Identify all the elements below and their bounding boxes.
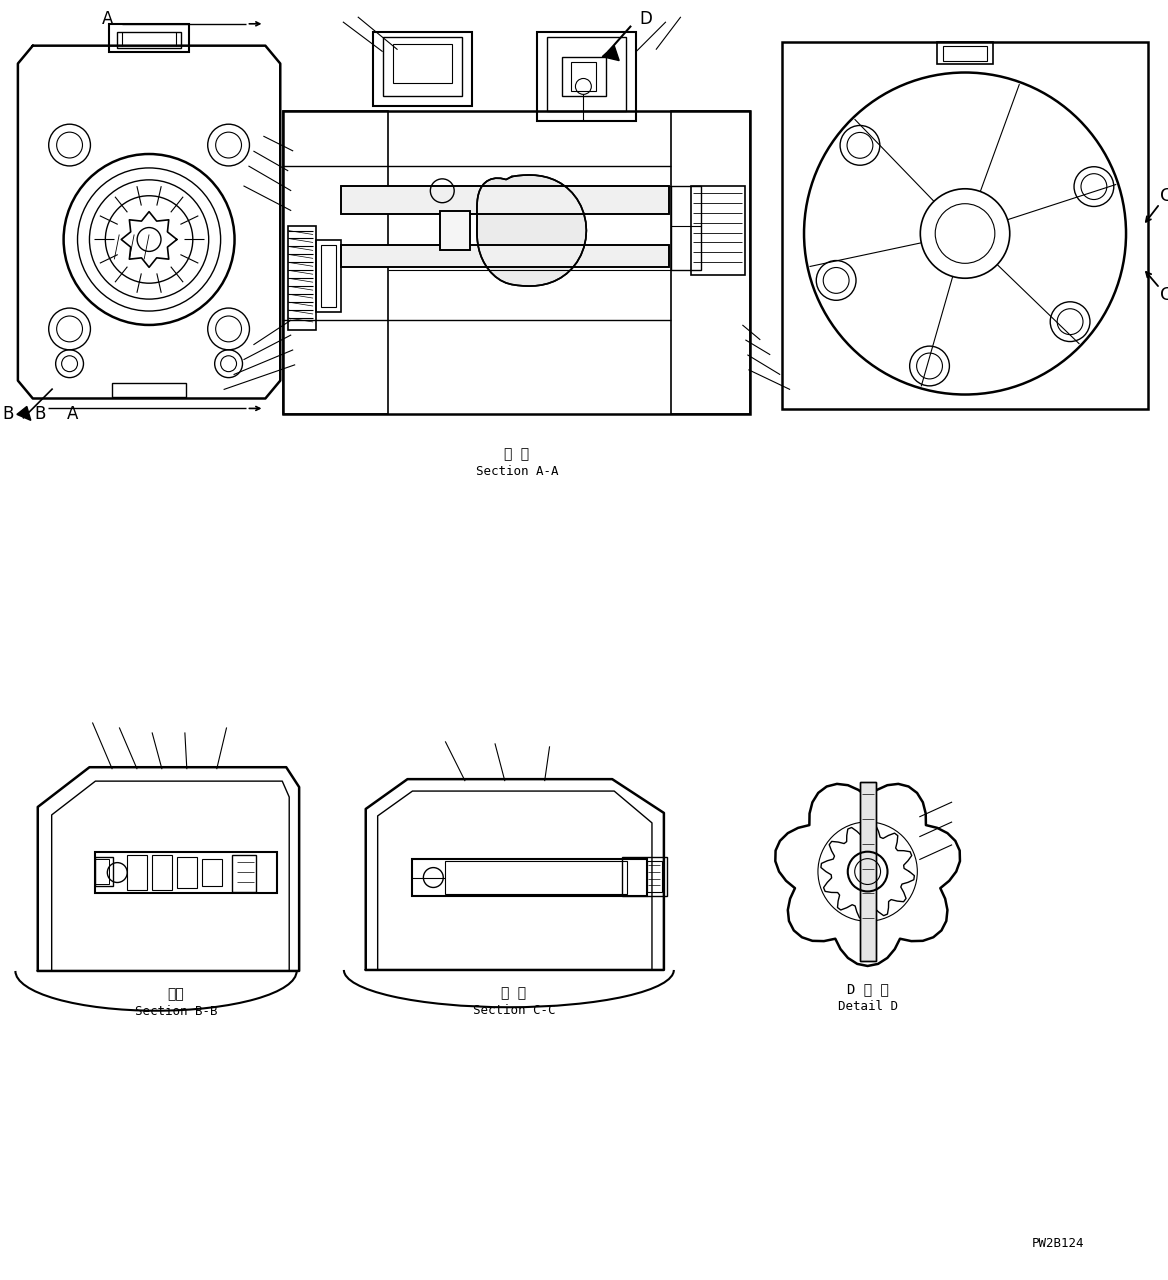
Text: C: C <box>1160 187 1168 205</box>
Text: A: A <box>102 10 113 28</box>
Bar <box>690 186 745 275</box>
Bar <box>288 225 317 330</box>
Bar <box>860 782 876 961</box>
Bar <box>176 856 196 888</box>
Text: 断面: 断面 <box>167 987 185 1001</box>
Bar <box>536 32 637 122</box>
Bar <box>571 61 597 91</box>
Bar <box>341 186 669 214</box>
Bar <box>562 56 606 96</box>
Bar <box>783 42 1148 410</box>
Text: C: C <box>1160 287 1168 305</box>
Bar <box>412 859 647 896</box>
Polygon shape <box>603 46 619 60</box>
Polygon shape <box>477 175 586 287</box>
Text: PW2B124: PW2B124 <box>1033 1236 1085 1249</box>
Bar <box>341 186 669 214</box>
Bar <box>284 111 750 415</box>
Bar <box>647 860 662 892</box>
Bar <box>284 111 388 415</box>
Text: Section C-C: Section C-C <box>473 1005 555 1018</box>
Bar <box>670 186 701 270</box>
Bar <box>670 111 750 415</box>
Bar <box>937 42 993 64</box>
Text: Section A-A: Section A-A <box>475 465 558 477</box>
Bar <box>96 856 113 887</box>
Bar <box>341 246 669 268</box>
Bar <box>445 860 627 895</box>
Bar <box>944 46 987 60</box>
Bar <box>373 32 472 106</box>
Bar <box>110 24 189 51</box>
Bar <box>440 211 470 251</box>
Bar <box>440 211 470 251</box>
Text: D 詳 細: D 詳 細 <box>847 982 889 996</box>
Bar <box>623 856 667 896</box>
Bar <box>547 37 626 111</box>
Text: A: A <box>67 406 78 424</box>
Text: D: D <box>640 10 653 28</box>
Bar <box>383 37 463 96</box>
Text: 断 面: 断 面 <box>501 986 527 1000</box>
Text: Detail D: Detail D <box>837 1000 898 1014</box>
Bar <box>341 246 669 268</box>
Bar <box>860 782 876 961</box>
Bar <box>392 44 452 83</box>
Bar <box>96 851 277 893</box>
Bar <box>127 855 147 891</box>
Text: Section B-B: Section B-B <box>134 1005 217 1018</box>
Polygon shape <box>16 407 30 420</box>
Bar <box>152 855 172 891</box>
Text: B: B <box>34 406 46 424</box>
Text: B: B <box>2 406 14 424</box>
Bar <box>231 855 257 892</box>
Bar <box>96 859 110 884</box>
Bar <box>321 246 336 307</box>
Bar <box>112 383 186 397</box>
Text: 断 面: 断 面 <box>505 447 529 461</box>
Bar <box>202 859 222 887</box>
Bar <box>317 241 341 312</box>
Bar <box>117 32 181 47</box>
